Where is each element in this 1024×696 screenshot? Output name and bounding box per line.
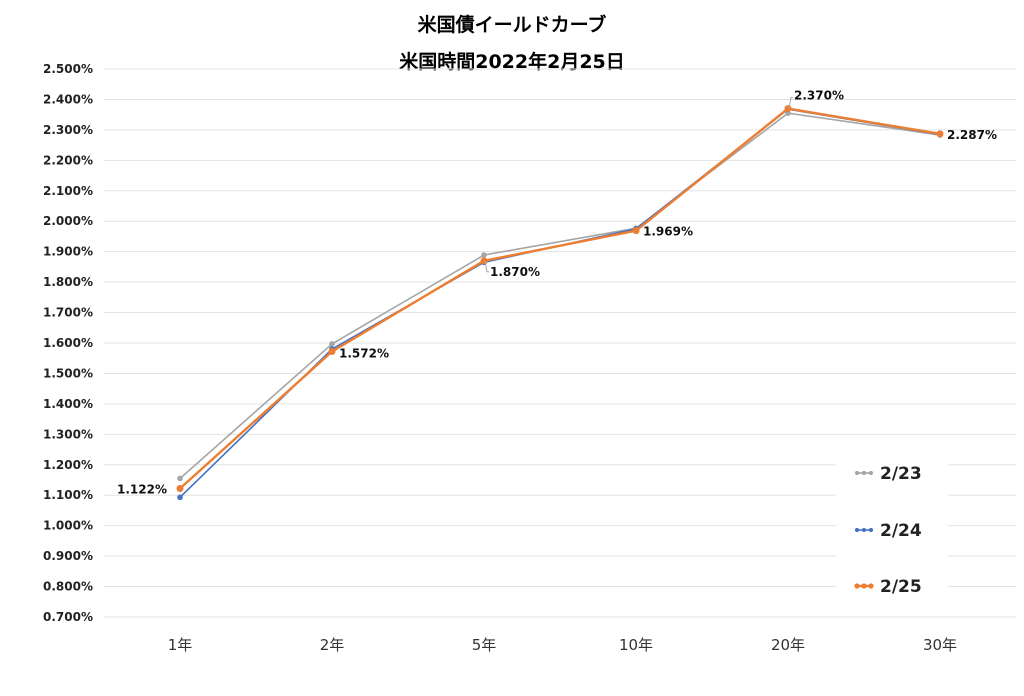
legend-marker — [868, 583, 874, 589]
y-tick-label: 1.300% — [43, 427, 93, 441]
legend-marker — [854, 470, 860, 476]
y-tick-label: 2.300% — [43, 123, 93, 137]
data-point — [481, 252, 487, 258]
x-axis-ticks: 1年 2年 5年 10年 20年 30年 — [168, 636, 957, 654]
series-2-23 — [177, 110, 943, 482]
data-label: 1.870% — [490, 265, 540, 279]
data-point — [936, 130, 944, 138]
series-line — [179, 107, 941, 490]
series-lines — [176, 105, 944, 501]
legend-box — [836, 448, 948, 612]
y-tick-label: 1.700% — [43, 306, 93, 320]
y-tick-label: 1.100% — [43, 488, 93, 502]
label-leader-line — [484, 260, 489, 273]
data-label: 2.370% — [794, 89, 844, 103]
data-point — [328, 348, 336, 356]
data-label: 1.122% — [117, 483, 167, 497]
y-tick-label: 1.000% — [43, 519, 93, 533]
data-point — [176, 485, 184, 493]
y-tick-label: 2.400% — [43, 92, 93, 106]
data-point — [329, 341, 335, 347]
y-tick-label: 1.800% — [43, 275, 93, 289]
legend-marker — [861, 470, 867, 476]
legend-label: 2/24 — [880, 521, 922, 541]
x-tick-label: 30年 — [923, 636, 957, 654]
label-leader-line — [788, 97, 793, 109]
y-tick-label: 0.900% — [43, 549, 93, 563]
data-labels: 1.122% 1.572% 1.870% 1.969% 2.370% 2.287% — [117, 89, 997, 497]
grid-lines — [104, 68, 1016, 618]
y-tick-label: 1.400% — [43, 397, 93, 411]
y-tick-label: 1.900% — [43, 245, 93, 259]
y-tick-label: 2.000% — [43, 214, 93, 228]
series-line — [179, 112, 941, 480]
chart-title: 米国債イールドカーブ — [418, 13, 607, 36]
x-tick-label: 10年 — [619, 636, 653, 654]
legend: 2/23 2/24 2/25 — [836, 448, 948, 612]
data-point — [177, 494, 183, 501]
y-tick-label: 1.600% — [43, 336, 93, 350]
data-point — [784, 105, 792, 113]
legend-label: 2/25 — [880, 577, 922, 597]
legend-marker — [861, 583, 867, 589]
legend-marker — [868, 527, 874, 533]
y-tick-label: 0.800% — [43, 580, 93, 594]
data-label: 2.287% — [947, 128, 997, 142]
x-tick-label: 1年 — [168, 636, 193, 654]
y-tick-label: 1.200% — [43, 458, 93, 472]
series-2-24 — [177, 106, 943, 501]
data-point — [177, 475, 183, 482]
data-label: 1.969% — [643, 225, 693, 239]
data-point — [480, 257, 488, 265]
y-axis-ticks: 0.700% 0.800% 0.900% 1.000% 1.100% 1.200% 1.30… — [43, 62, 93, 624]
chart-subtitle: 米国時間2022年2月25日 — [399, 50, 625, 73]
y-tick-label: 2.500% — [43, 62, 93, 76]
y-tick-label: 2.100% — [43, 184, 93, 198]
y-tick-label: 0.700% — [43, 610, 93, 624]
legend-label: 2/23 — [880, 464, 922, 484]
x-tick-label: 2年 — [320, 636, 345, 654]
legend-marker — [861, 527, 867, 533]
data-point — [632, 227, 640, 235]
x-tick-label: 5年 — [472, 636, 497, 654]
series-line — [179, 108, 941, 498]
legend-marker — [868, 470, 874, 476]
y-tick-label: 2.200% — [43, 153, 93, 167]
legend-marker — [854, 527, 860, 533]
y-tick-label: 1.500% — [43, 366, 93, 380]
data-label: 1.572% — [339, 347, 389, 361]
legend-marker — [854, 583, 860, 589]
x-tick-label: 20年 — [771, 636, 805, 654]
